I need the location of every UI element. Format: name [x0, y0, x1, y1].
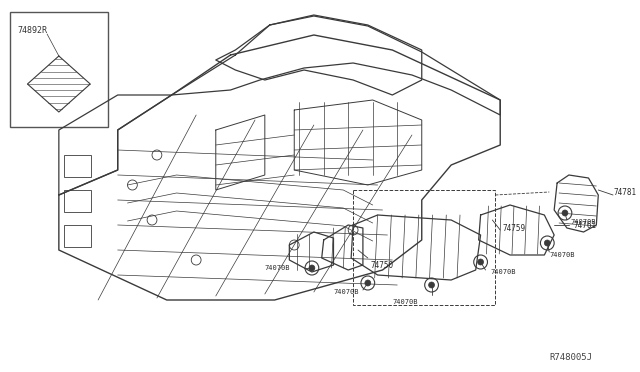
- Text: 74070B: 74070B: [490, 269, 516, 275]
- Bar: [353, 190, 495, 305]
- Text: 74892R: 74892R: [18, 26, 47, 35]
- Text: 74070B: 74070B: [333, 289, 359, 295]
- Circle shape: [429, 282, 435, 288]
- Circle shape: [562, 210, 568, 216]
- Bar: [10, 12, 108, 127]
- Bar: [64, 155, 92, 177]
- Text: 74070B: 74070B: [392, 299, 418, 305]
- Text: 74070B: 74070B: [571, 219, 596, 225]
- Bar: [64, 225, 92, 247]
- Text: 74750: 74750: [371, 260, 394, 269]
- Bar: [64, 190, 92, 212]
- Circle shape: [545, 240, 550, 246]
- Text: R748005J: R748005J: [549, 353, 592, 362]
- Circle shape: [477, 259, 484, 265]
- Text: 74759: 74759: [502, 224, 525, 232]
- Text: 74070B: 74070B: [265, 265, 291, 271]
- Text: 74781: 74781: [614, 187, 637, 196]
- Text: 74761: 74761: [574, 221, 597, 230]
- Circle shape: [309, 265, 315, 271]
- Text: 74070B: 74070B: [549, 252, 575, 258]
- Circle shape: [365, 280, 371, 286]
